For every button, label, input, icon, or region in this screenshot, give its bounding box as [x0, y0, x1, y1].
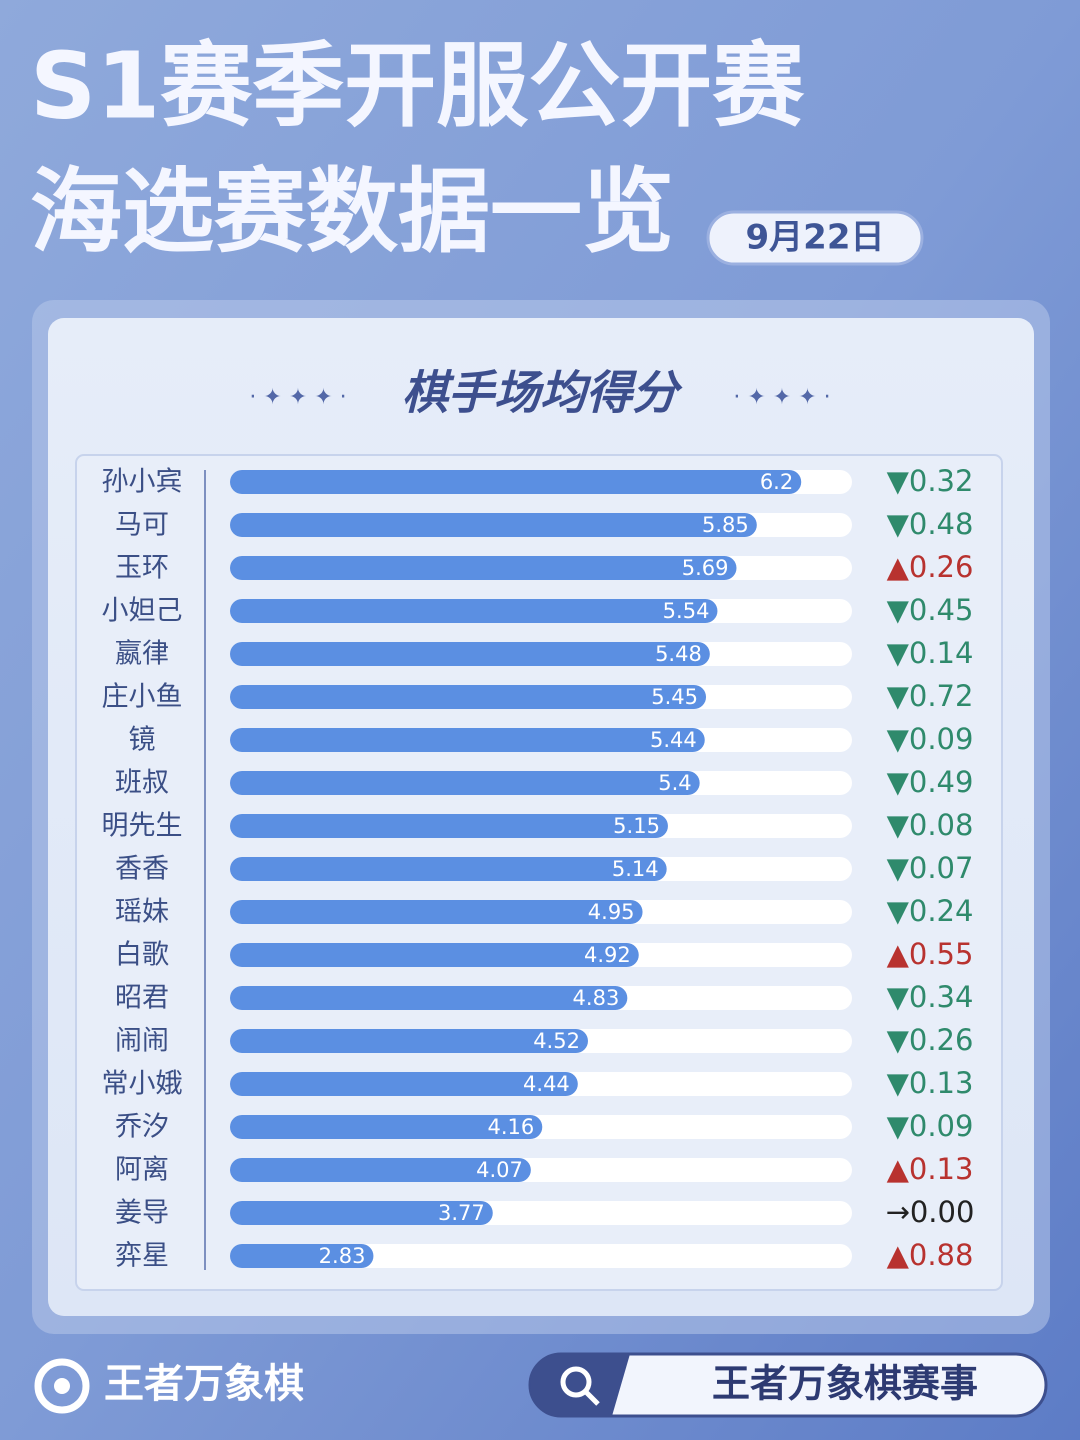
date: 9月22日 — [746, 218, 885, 258]
brand-logo — [34, 1358, 90, 1414]
value-label: 5.44 — [650, 728, 697, 752]
title-line1: S1赛季开服公开赛 — [30, 32, 805, 139]
change-label: ▲0.26 — [887, 550, 974, 584]
category-label: 班叔 — [115, 768, 169, 799]
bar — [230, 1072, 578, 1096]
bar — [230, 771, 700, 795]
date-pill — [706, 210, 924, 266]
category-label: 白歌 — [115, 940, 169, 971]
value-label: 6.2 — [760, 470, 793, 494]
value-label: 5.85 — [702, 513, 749, 537]
change-label: →0.00 — [886, 1195, 975, 1229]
category-label: 昭君 — [115, 983, 169, 1014]
change-label: ▼0.48 — [887, 507, 974, 541]
change-label: ▼0.32 — [887, 464, 974, 498]
change-label: ▼0.72 — [887, 679, 974, 713]
bar — [230, 1244, 374, 1268]
bar — [230, 470, 802, 494]
bar — [230, 599, 718, 623]
brand: 王者万象棋 — [104, 1361, 304, 1407]
category-label: 嬴律 — [115, 639, 169, 670]
category-label: 玉环 — [115, 553, 169, 584]
category-label: 香香 — [115, 854, 169, 885]
decoration: · ✦ ✦ ✦ · — [733, 385, 830, 410]
bar — [230, 900, 643, 924]
bar — [230, 814, 668, 838]
change-label: ▼0.09 — [887, 1109, 974, 1143]
value-label: 4.16 — [488, 1115, 535, 1139]
category-label: 庄小鱼 — [102, 682, 183, 713]
bar — [230, 728, 705, 752]
bar — [230, 1201, 493, 1225]
value-label: 5.4 — [658, 771, 691, 795]
category-label: 阿离 — [115, 1155, 169, 1186]
change-label: ▼0.09 — [887, 722, 974, 756]
value-label: 5.54 — [663, 599, 710, 623]
bar — [230, 986, 628, 1010]
change-label: ▼0.08 — [887, 808, 974, 842]
change-label: ▼0.26 — [887, 1023, 974, 1057]
value-label: 4.44 — [523, 1072, 570, 1096]
change-label: ▼0.45 — [887, 593, 974, 627]
change-label: ▲0.88 — [887, 1238, 974, 1272]
category-label: 小妲己 — [102, 596, 183, 627]
search-icon-bg — [530, 1354, 630, 1416]
category-label: 明先生 — [102, 811, 183, 842]
value-label: 4.95 — [588, 900, 635, 924]
value-label: 4.83 — [573, 986, 620, 1010]
value-label: 5.69 — [682, 556, 729, 580]
category-label: 镜 — [129, 725, 156, 756]
change-label: ▼0.14 — [887, 636, 974, 670]
bar — [230, 1158, 531, 1182]
change-label: ▼0.49 — [887, 765, 974, 799]
value-label: 5.48 — [655, 642, 702, 666]
search-icon — [584, 1390, 600, 1406]
value-label: 5.14 — [612, 857, 659, 881]
value-label: 5.15 — [613, 814, 660, 838]
value-label: 4.52 — [533, 1029, 580, 1053]
bar — [230, 513, 757, 537]
bar — [230, 1029, 588, 1053]
value-label: 5.45 — [651, 685, 698, 709]
bar — [230, 556, 737, 580]
bar — [230, 642, 710, 666]
decoration: · ✦ ✦ ✦ · — [249, 385, 346, 410]
change-label: ▼0.13 — [887, 1066, 974, 1100]
bar — [230, 1115, 543, 1139]
value-label: 4.92 — [584, 943, 631, 967]
bar — [230, 685, 707, 709]
value-label: 4.07 — [476, 1158, 523, 1182]
change-label: ▲0.55 — [887, 937, 974, 971]
search-icon — [560, 1366, 592, 1398]
change-label: ▲0.13 — [887, 1152, 974, 1186]
chart-title: 棋手场均得分 — [402, 366, 683, 420]
category-label: 乔汐 — [115, 1112, 169, 1143]
value-label: 2.83 — [319, 1244, 366, 1268]
search-text[interactable]: 王者万象棋赛事 — [712, 1362, 978, 1406]
bar — [230, 857, 667, 881]
category-label: 常小娥 — [102, 1069, 183, 1100]
change-label: ▼0.07 — [887, 851, 974, 885]
category-label: 姜导 — [115, 1198, 169, 1229]
title-line2: 海选赛数据一览 — [30, 158, 674, 265]
category-label: 瑶妹 — [115, 897, 169, 928]
category-label: 闹闹 — [115, 1026, 169, 1057]
value-label: 3.77 — [438, 1201, 485, 1225]
bar-track — [230, 1244, 852, 1268]
category-label: 孙小宾 — [102, 467, 183, 498]
category-label: 弈星 — [115, 1241, 169, 1272]
change-label: ▼0.34 — [887, 980, 974, 1014]
category-label: 马可 — [115, 510, 169, 541]
bar — [230, 943, 639, 967]
change-label: ▼0.24 — [887, 894, 974, 928]
